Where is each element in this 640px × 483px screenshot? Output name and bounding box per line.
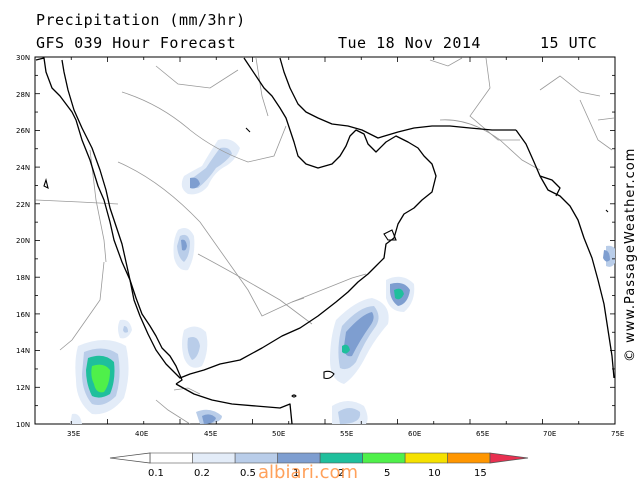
lon-label: 50E	[272, 430, 285, 438]
scale-label: 0.2	[194, 468, 210, 479]
site-credit: © www.PassageWeather.com	[623, 148, 638, 362]
lat-label: 18N	[16, 274, 30, 282]
lon-label: 35E	[67, 430, 80, 438]
coastlines	[35, 57, 615, 424]
scale-swatch	[447, 452, 491, 464]
lon-label: 65E	[476, 430, 489, 438]
lon-label: 40E	[135, 430, 148, 438]
lat-label: 28N	[16, 91, 30, 99]
scale-label: 1	[293, 468, 299, 479]
lat-label: 14N	[16, 347, 30, 355]
color-scale	[109, 452, 529, 464]
map-title: Precipitation (mm/3hr)	[36, 11, 246, 29]
scale-label: 10	[428, 468, 441, 479]
scale-swatch	[149, 452, 193, 464]
forecast-time: 15 UTC	[540, 34, 598, 52]
scale-arrow-right	[489, 452, 529, 464]
scale-label: 15	[474, 468, 487, 479]
scale-label: 2	[338, 468, 344, 479]
map-frame	[34, 56, 616, 425]
scale-swatch	[362, 452, 406, 464]
scale-label: 0.5	[240, 468, 256, 479]
country-borders	[35, 57, 615, 424]
lon-label: 55E	[340, 430, 353, 438]
precipitation-areas	[70, 139, 615, 424]
lat-label: 10N	[16, 421, 30, 429]
forecast-date: Tue 18 Nov 2014	[338, 34, 481, 52]
scale-label: 0.1	[148, 468, 164, 479]
scale-swatch	[192, 452, 236, 464]
scale-label: 5	[384, 468, 390, 479]
longitude-labels: 35E 40E 45E 50E 55E 60E 65E 70E 75E	[67, 430, 624, 438]
lon-label: 70E	[543, 430, 556, 438]
watermark: albiari.com	[258, 462, 359, 483]
lon-label: 75E	[611, 430, 624, 438]
lat-label: 24N	[16, 164, 30, 172]
lon-label: 45E	[204, 430, 217, 438]
islands	[43, 127, 609, 398]
lat-label: 30N	[16, 54, 30, 62]
axis-ticks	[34, 56, 616, 425]
lat-label: 20N	[16, 237, 30, 245]
lat-label: 12N	[16, 384, 30, 392]
lon-label: 60E	[408, 430, 421, 438]
scale-swatch	[404, 452, 448, 464]
latitude-labels: 30N 28N 26N 24N 22N 20N 18N 16N 14N 12N …	[16, 54, 30, 429]
lat-label: 16N	[16, 311, 30, 319]
scale-arrow-left	[109, 452, 151, 464]
lat-label: 22N	[16, 201, 30, 209]
forecast-hour: GFS 039 Hour Forecast	[36, 34, 237, 52]
scale-labels: 0.1 0.2 0.5 1 2 5 10 15	[148, 468, 487, 479]
lat-label: 26N	[16, 127, 30, 135]
